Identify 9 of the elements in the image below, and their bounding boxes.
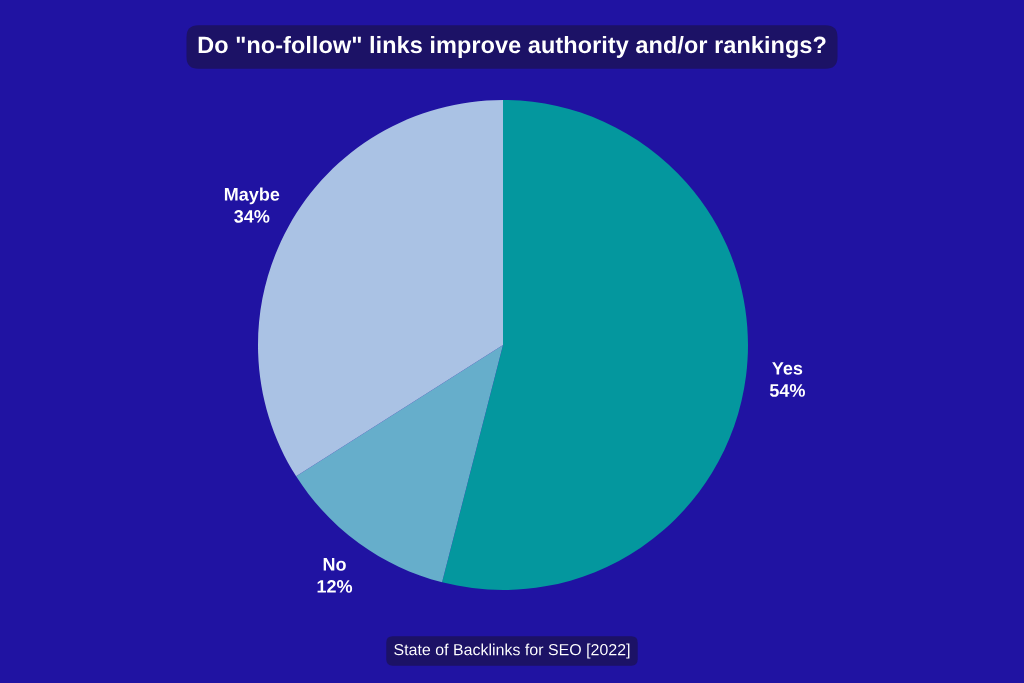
data-label: 54% <box>769 384 805 397</box>
text: State of Backlinks for SEO [2022] <box>394 643 630 659</box>
slice-label: Maybe <box>224 187 280 205</box>
data-label: 12% <box>317 580 353 593</box>
pie-slice <box>442 100 748 590</box>
chart-title: Do "no-follow" links improve authority and/or rankings? <box>198 35 826 59</box>
slice-label: No <box>323 558 346 571</box>
slice-label: Yes <box>772 362 803 375</box>
data-label: 34% <box>234 210 270 223</box>
